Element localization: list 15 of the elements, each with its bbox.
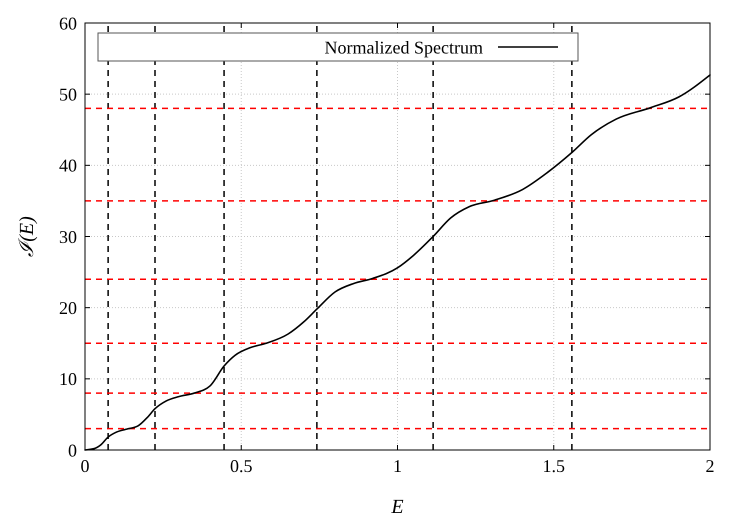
y-tick-label: 0: [68, 440, 77, 460]
x-tick-label: 0.5: [230, 456, 252, 476]
x-axis-title: E: [390, 496, 404, 518]
y-tick-label: 20: [59, 298, 77, 318]
y-axis-title: ℐ(E): [16, 216, 38, 257]
y-tick-label: 40: [59, 156, 77, 176]
x-tick-label: 1.5: [542, 456, 565, 476]
y-tick-label: 60: [59, 13, 77, 34]
x-tick-label: 1: [393, 456, 402, 476]
x-tick-label: 2: [706, 456, 714, 476]
legend-label: Normalized Spectrum: [324, 37, 483, 58]
x-tick-label: 0: [80, 456, 90, 476]
y-tick-label: 50: [59, 84, 77, 104]
y-tick-label: 10: [59, 369, 77, 390]
y-tick-label: 30: [59, 226, 77, 247]
